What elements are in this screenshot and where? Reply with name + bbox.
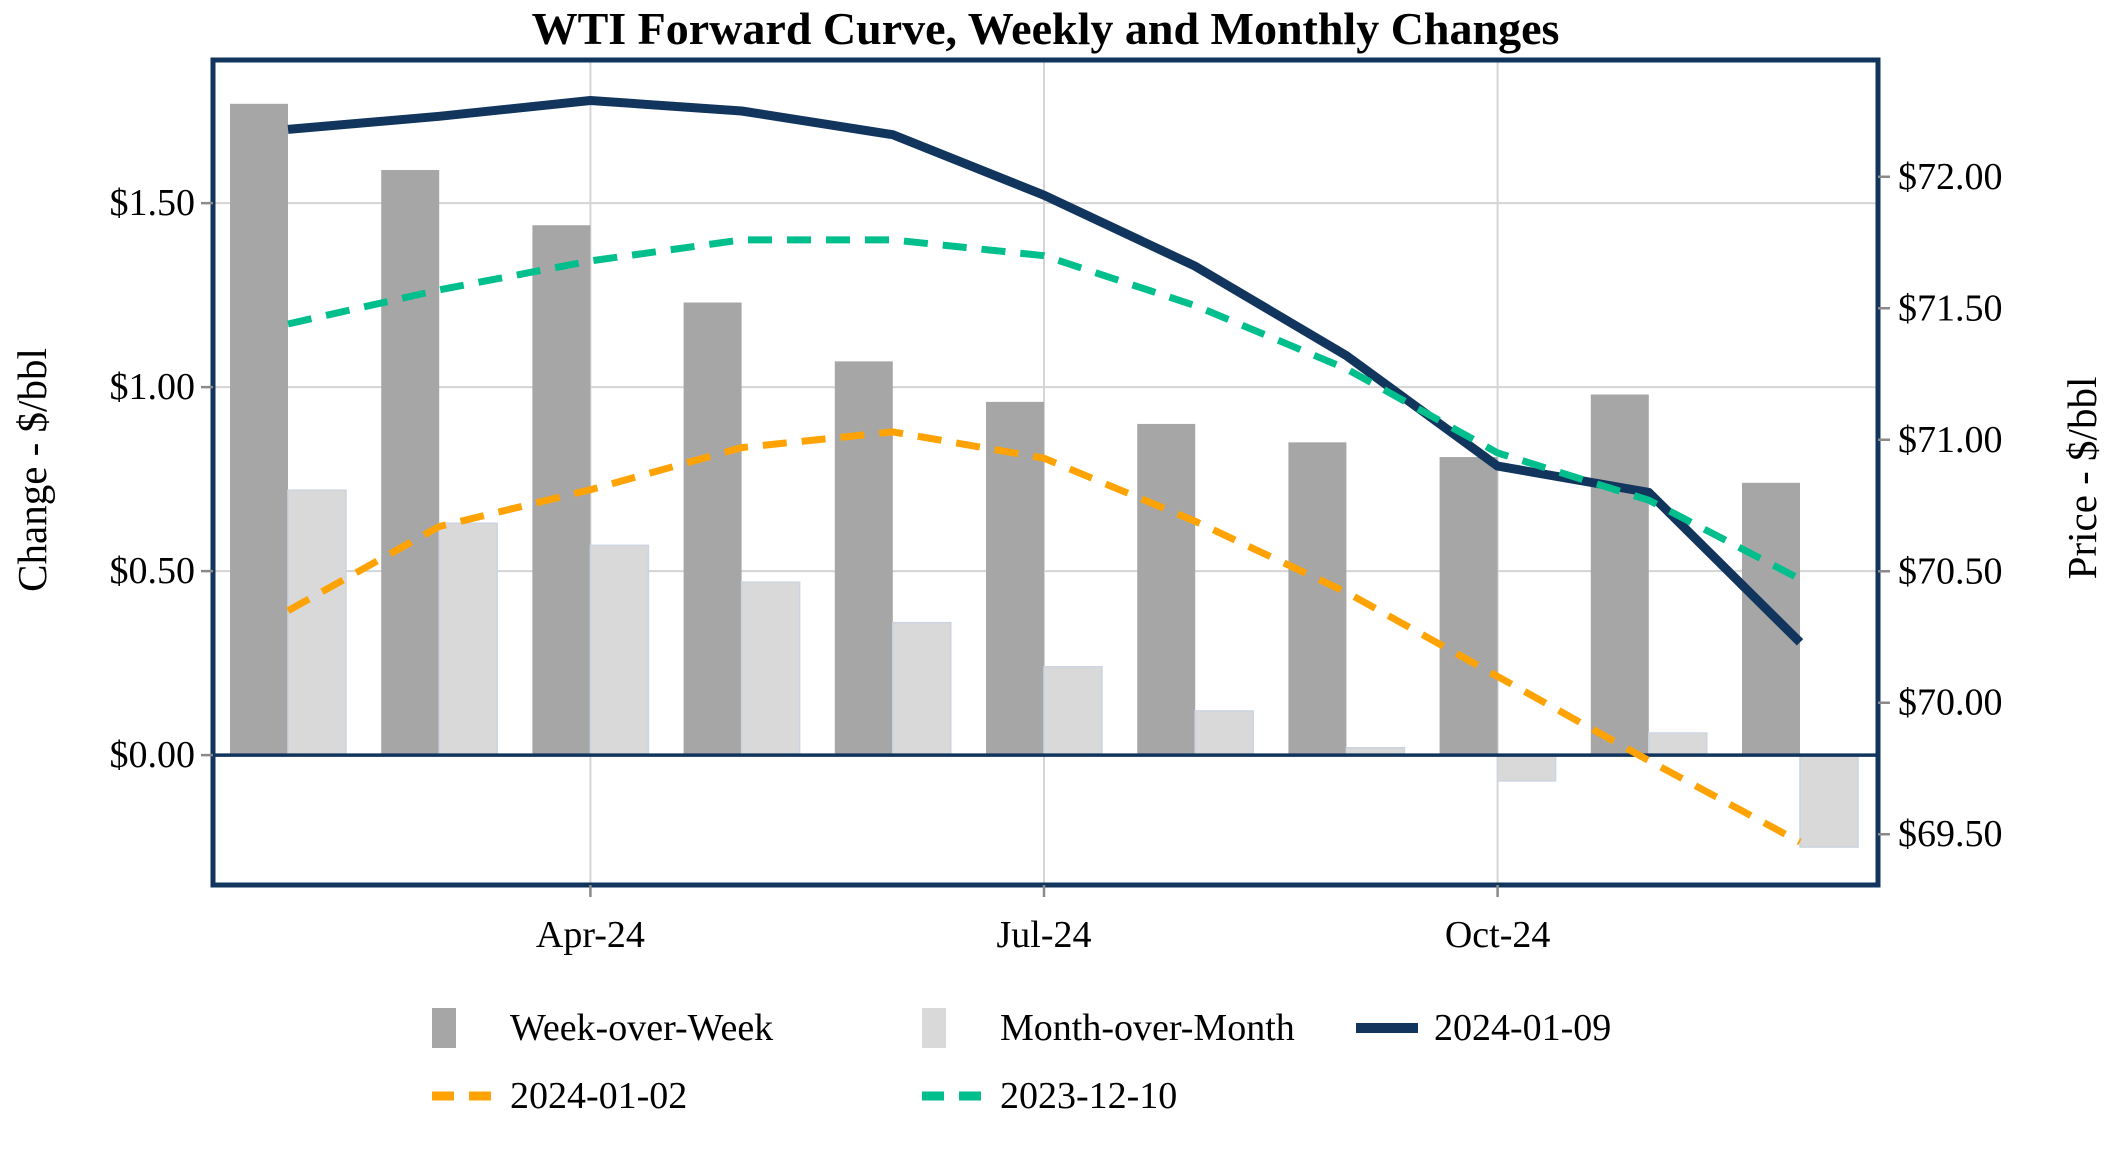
bar-week-over-week	[683, 302, 742, 756]
legend-marker-Month-over-Month	[922, 1008, 946, 1048]
bar-month-over-month	[1799, 754, 1859, 848]
x-tick-label: Jul-24	[997, 914, 1092, 956]
bar-month-over-month	[438, 522, 498, 756]
right-tick-label: $70.50	[1898, 550, 2003, 592]
axis-tick-labels: $0.00 $0.50 $1.00 $1.50 $69.50 $70.00 $70.50 $7…	[110, 156, 2003, 956]
right-tick-label: $71.50	[1898, 287, 2003, 329]
plot-frame	[210, 57, 1881, 888]
bar-week-over-week	[1590, 394, 1649, 756]
bar-week-over-week	[834, 361, 893, 756]
left-tick-label: $0.00	[110, 734, 196, 776]
bar-week-over-week	[986, 401, 1044, 756]
right-tick-label: $69.50	[1898, 813, 2003, 855]
left-tick-label: $1.00	[110, 366, 196, 408]
legend-marker-Week-over-Week	[432, 1008, 456, 1048]
left-tick-label: $0.50	[110, 550, 196, 592]
right-tick-label: $71.00	[1898, 419, 2003, 461]
bar-month-over-month	[1496, 754, 1557, 782]
bar-week-over-week	[381, 170, 440, 756]
bar-week-over-week	[230, 103, 288, 756]
line-2024-01-02	[286, 428, 1802, 846]
legend-label-Month-over-Month: Month-over-Month	[1000, 1007, 1295, 1049]
bar-month-over-month	[1043, 666, 1103, 756]
left-tick-label: $1.50	[110, 182, 196, 224]
chart-title: WTI Forward Curve, Weekly and Monthly Ch…	[531, 3, 1560, 54]
x-tick-label: Oct-24	[1445, 914, 1551, 956]
bar-week-over-week	[1439, 457, 1498, 756]
right-tick-label: $70.00	[1898, 682, 2003, 724]
bar-month-over-month	[892, 621, 952, 756]
legend-label-2023-12-10: 2023-12-10	[1000, 1075, 1177, 1117]
bar-week-over-week	[1288, 442, 1347, 756]
x-tick-label: Apr-24	[536, 914, 645, 956]
bar-month-over-month	[740, 581, 801, 756]
right-tick-label: $72.00	[1898, 156, 2003, 198]
bar-week-over-week	[1137, 423, 1196, 756]
legend-label-2024-01-09: 2024-01-09	[1434, 1007, 1611, 1049]
bar-month-over-month	[1194, 710, 1254, 756]
line-2024-01-09	[287, 96, 1804, 646]
legend-label-2024-01-02: 2024-01-02	[510, 1075, 687, 1117]
legend: Week-over-Week Month-over-Month 2024-01-09…	[432, 1007, 1611, 1117]
axis-ticks	[201, 175, 1890, 897]
line-2023-12-10	[287, 236, 1802, 583]
axes-spines	[210, 57, 1881, 888]
bar-month-over-month	[589, 544, 650, 756]
bar-month-over-month	[287, 489, 347, 756]
legend-label-Week-over-Week: Week-over-Week	[510, 1007, 773, 1049]
bar-month-over-month	[1648, 732, 1708, 756]
forward-curve-lines	[286, 96, 1804, 846]
